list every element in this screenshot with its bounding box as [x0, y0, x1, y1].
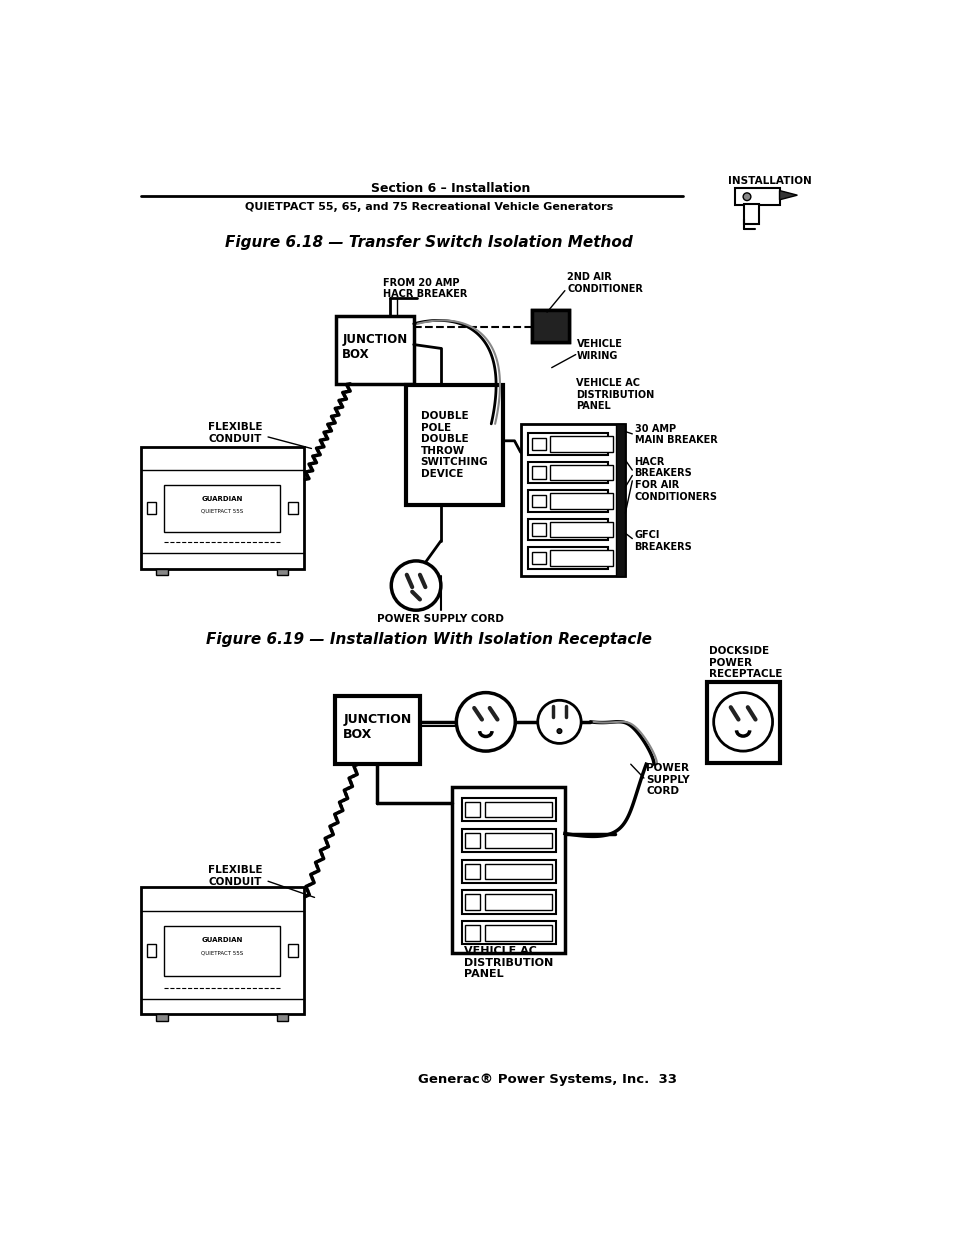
Bar [276, 1014, 288, 1020]
Text: JUNCTION
BOX: JUNCTION BOX [343, 714, 411, 741]
Bar [164, 485, 280, 531]
Bar [156, 568, 168, 574]
Bar [461, 890, 555, 914]
Text: FLEXIBLE
CONDUIT: FLEXIBLE CONDUIT [208, 422, 263, 443]
Bar [406, 385, 502, 505]
Text: GUARDIAN: GUARDIAN [201, 495, 243, 501]
Bar [461, 921, 555, 945]
Bar [335, 316, 414, 384]
Text: INSTALLATION: INSTALLATION [727, 175, 811, 185]
Bar [550, 550, 612, 566]
Bar [520, 424, 624, 577]
Bar [528, 433, 608, 454]
Text: POWER SUPPLY CORD: POWER SUPPLY CORD [377, 615, 504, 625]
Polygon shape [779, 190, 797, 200]
Text: QUIETPACT 55S: QUIETPACT 55S [201, 509, 243, 514]
Text: GUARDIAN: GUARDIAN [201, 937, 243, 942]
Bar [528, 462, 608, 483]
Bar [484, 802, 552, 818]
Bar [550, 436, 612, 452]
Bar [706, 682, 780, 763]
Bar [528, 490, 608, 511]
Bar [288, 945, 297, 957]
Bar [735, 188, 780, 205]
Text: GFCI
BREAKERS: GFCI BREAKERS [634, 530, 692, 552]
Bar [484, 925, 552, 941]
Bar [550, 521, 612, 537]
Text: 2ND AIR
CONDITIONER: 2ND AIR CONDITIONER [567, 272, 642, 294]
Bar [550, 464, 612, 480]
Bar [156, 1014, 168, 1020]
Text: POWER
SUPPLY
CORD: POWER SUPPLY CORD [645, 763, 689, 797]
Bar [531, 437, 545, 450]
Bar [531, 552, 545, 564]
Circle shape [537, 700, 580, 743]
Bar [335, 697, 419, 764]
Text: Generac® Power Systems, Inc.  33: Generac® Power Systems, Inc. 33 [417, 1073, 677, 1087]
Bar [531, 310, 568, 342]
Circle shape [391, 561, 440, 610]
Bar [141, 447, 303, 568]
Bar [461, 829, 555, 852]
Circle shape [456, 693, 515, 751]
Text: Section 6 – Installation: Section 6 – Installation [370, 182, 530, 195]
Circle shape [742, 193, 750, 200]
Bar [528, 519, 608, 540]
Text: JUNCTION
BOX: JUNCTION BOX [342, 333, 407, 361]
Bar [484, 832, 552, 848]
Text: HACR
BREAKERS
FOR AIR
CONDITIONERS: HACR BREAKERS FOR AIR CONDITIONERS [634, 457, 717, 501]
Bar [164, 926, 280, 976]
Text: 30 AMP
MAIN BREAKER: 30 AMP MAIN BREAKER [634, 424, 717, 446]
Bar [484, 894, 552, 910]
Text: FLEXIBLE
CONDUIT: FLEXIBLE CONDUIT [208, 864, 263, 887]
Bar [464, 832, 480, 848]
Bar [276, 568, 288, 574]
Bar [464, 802, 480, 818]
Text: VEHICLE AC
DISTRIBUTION
PANEL: VEHICLE AC DISTRIBUTION PANEL [576, 378, 654, 411]
Bar [531, 310, 568, 342]
Bar [464, 863, 480, 879]
Bar [531, 524, 545, 536]
Circle shape [557, 729, 561, 734]
Bar [484, 863, 552, 879]
Text: Figure 6.18 — Transfer Switch Isolation Method: Figure 6.18 — Transfer Switch Isolation … [225, 235, 633, 249]
Bar [464, 925, 480, 941]
Bar [288, 501, 297, 514]
Text: DOCKSIDE
POWER
RECEPTACLE: DOCKSIDE POWER RECEPTACLE [708, 646, 781, 679]
Bar [452, 787, 564, 953]
Text: Figure 6.19 — Installation With Isolation Receptacle: Figure 6.19 — Installation With Isolatio… [206, 632, 652, 647]
Text: QUIETPACT 55, 65, and 75 Recreational Vehicle Generators: QUIETPACT 55, 65, and 75 Recreational Ve… [245, 201, 613, 211]
Bar [141, 888, 303, 1014]
Text: DOUBLE
POLE
DOUBLE
THROW
SWITCHING
DEVICE: DOUBLE POLE DOUBLE THROW SWITCHING DEVIC… [420, 411, 488, 479]
Bar [461, 798, 555, 821]
Bar [531, 466, 545, 478]
Bar [550, 493, 612, 509]
Bar [743, 204, 759, 224]
Text: VEHICLE
WIRING: VEHICLE WIRING [576, 340, 621, 361]
Bar [528, 547, 608, 568]
Bar [461, 860, 555, 883]
Text: QUIETPACT 55S: QUIETPACT 55S [201, 951, 243, 956]
Text: FROM 20 AMP
HACR BREAKER: FROM 20 AMP HACR BREAKER [382, 278, 467, 299]
Circle shape [713, 693, 772, 751]
Bar [147, 501, 156, 514]
Text: VEHICLE AC
DISTRIBUTION
PANEL: VEHICLE AC DISTRIBUTION PANEL [463, 946, 553, 979]
Bar [531, 495, 545, 508]
Bar [464, 894, 480, 910]
Bar [147, 945, 156, 957]
Bar [616, 424, 624, 577]
